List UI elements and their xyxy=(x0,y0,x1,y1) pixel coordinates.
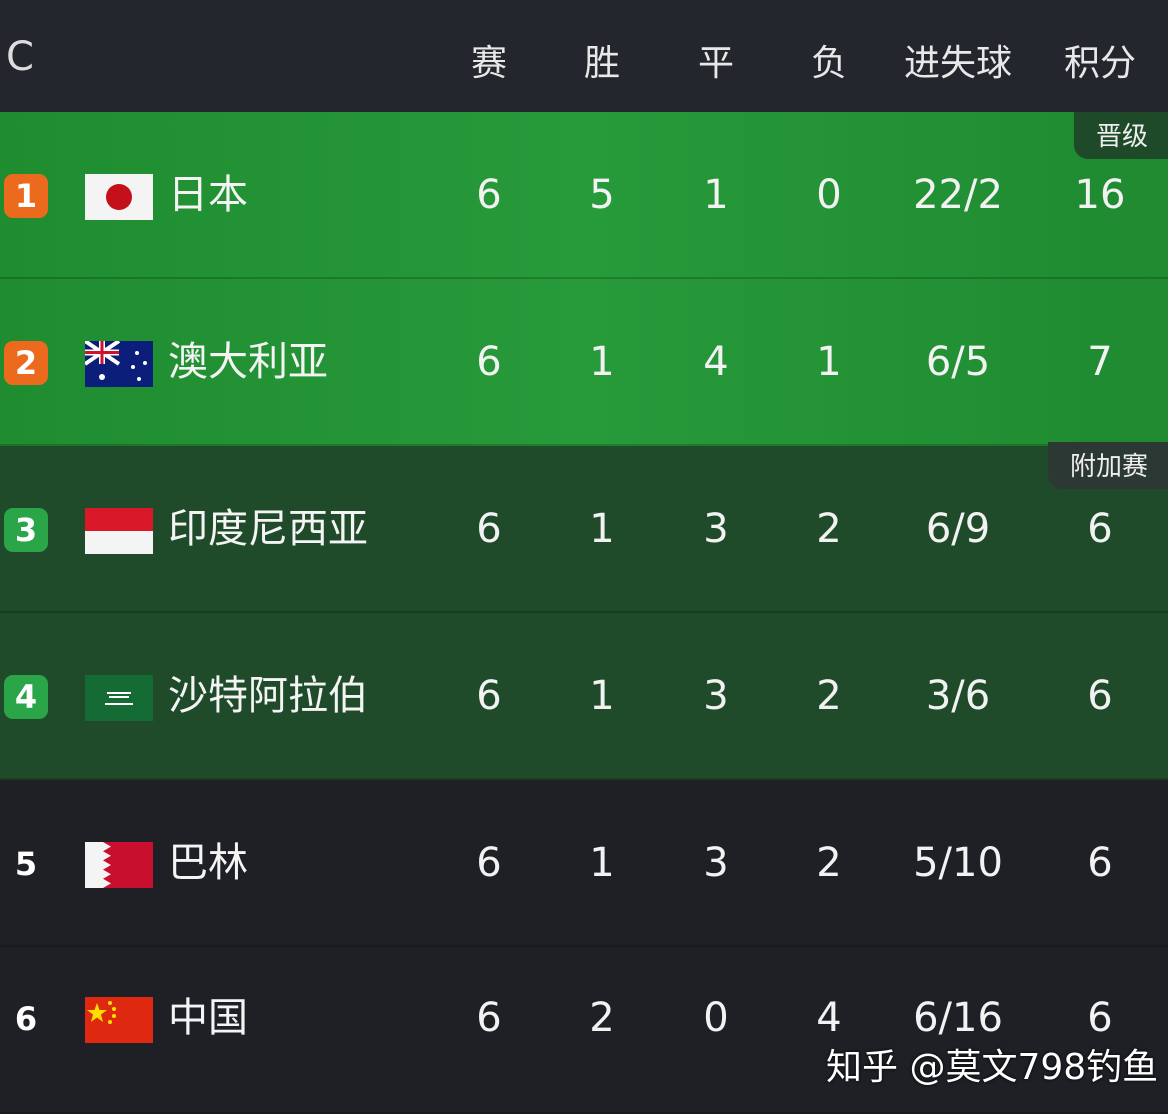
watermark: 知乎 @莫文798钓鱼 xyxy=(826,1047,1159,1088)
cell-played: 6 xyxy=(476,840,502,886)
col-goals: 进失球 xyxy=(903,43,1013,84)
cell-points: 6 xyxy=(1087,840,1113,886)
cell-played: 6 xyxy=(476,339,502,385)
team-name: 沙特阿拉伯 xyxy=(168,673,368,719)
promotion-tag: 晋级 xyxy=(1073,112,1168,159)
cell-won: 1 xyxy=(589,840,615,886)
team-name: 印度尼西亚 xyxy=(168,506,368,552)
col-points: 积分 xyxy=(1063,43,1137,84)
australia-flag-icon xyxy=(85,341,153,387)
table-row[interactable]: 附加赛 3 印度尼西亚 6 1 3 2 6/9 6 xyxy=(0,442,1168,613)
table-row[interactable]: 5 巴林 6 1 3 2 5/10 6 xyxy=(0,780,1168,947)
cell-lost: 2 xyxy=(816,506,842,552)
playoff-tag: 附加赛 xyxy=(1047,442,1168,489)
team-name: 中国 xyxy=(168,995,248,1041)
col-played: 赛 xyxy=(470,43,508,84)
cell-drawn: 3 xyxy=(703,673,729,719)
row-divider xyxy=(0,444,1168,446)
cell-points: 6 xyxy=(1087,673,1113,719)
saudi-arabia-flag-icon xyxy=(85,675,153,721)
cell-lost: 4 xyxy=(816,995,842,1041)
cell-drawn: 1 xyxy=(703,172,729,218)
cell-lost: 0 xyxy=(816,172,842,218)
cell-drawn: 3 xyxy=(703,506,729,552)
cell-goals: 6/16 xyxy=(913,995,1003,1041)
cell-points: 6 xyxy=(1087,995,1113,1041)
cell-goals: 6/9 xyxy=(925,506,991,552)
team-name: 巴林 xyxy=(168,840,248,886)
rank-badge: 4 xyxy=(4,675,48,719)
table-row[interactable]: 晋级 1 日本 6 5 1 0 22/2 16 xyxy=(0,112,1168,279)
cell-won: 1 xyxy=(589,506,615,552)
cell-lost: 1 xyxy=(816,339,842,385)
rank-badge: 1 xyxy=(4,174,48,218)
cell-played: 6 xyxy=(476,506,502,552)
cell-won: 1 xyxy=(589,673,615,719)
cell-points: 7 xyxy=(1087,339,1113,385)
table-header: C 赛 胜 平 负 进失球 积分 xyxy=(0,0,1168,112)
indonesia-flag-icon xyxy=(85,508,153,554)
rank-badge: 6 xyxy=(14,1000,38,1038)
china-flag-icon xyxy=(85,997,153,1043)
cell-played: 6 xyxy=(476,673,502,719)
rank-badge: 2 xyxy=(4,341,48,385)
row-divider xyxy=(0,778,1168,780)
cell-lost: 2 xyxy=(816,840,842,886)
japan-flag-icon xyxy=(85,174,153,220)
row-divider xyxy=(0,611,1168,613)
col-won: 胜 xyxy=(583,43,621,84)
cell-played: 6 xyxy=(476,172,502,218)
cell-goals: 5/10 xyxy=(913,840,1003,886)
group-label: C xyxy=(6,34,34,80)
cell-won: 2 xyxy=(589,995,615,1041)
col-lost: 负 xyxy=(810,43,848,84)
bahrain-flag-icon xyxy=(85,842,153,888)
cell-goals: 3/6 xyxy=(925,673,991,719)
cell-drawn: 0 xyxy=(703,995,729,1041)
rank-badge: 3 xyxy=(4,508,48,552)
cell-points: 6 xyxy=(1087,506,1113,552)
team-name: 日本 xyxy=(168,172,248,218)
cell-lost: 2 xyxy=(816,673,842,719)
cell-points: 16 xyxy=(1074,172,1126,218)
row-divider xyxy=(0,945,1168,947)
cell-goals: 22/2 xyxy=(913,172,1003,218)
rank-badge: 5 xyxy=(14,845,38,883)
team-name: 澳大利亚 xyxy=(168,339,328,385)
table-row[interactable]: 6 中国 6 2 0 4 6/16 6 xyxy=(0,947,1168,1114)
cell-drawn: 3 xyxy=(703,840,729,886)
cell-goals: 6/5 xyxy=(925,339,991,385)
col-drawn: 平 xyxy=(697,43,735,84)
cell-won: 1 xyxy=(589,339,615,385)
row-divider xyxy=(0,277,1168,279)
cell-drawn: 4 xyxy=(703,339,729,385)
table-row[interactable]: 2 澳大利亚 6 1 4 1 6/5 7 xyxy=(0,279,1168,446)
cell-won: 5 xyxy=(589,172,615,218)
table-row[interactable]: 4 沙特阿拉伯 6 1 3 2 3/6 6 xyxy=(0,613,1168,780)
cell-played: 6 xyxy=(476,995,502,1041)
